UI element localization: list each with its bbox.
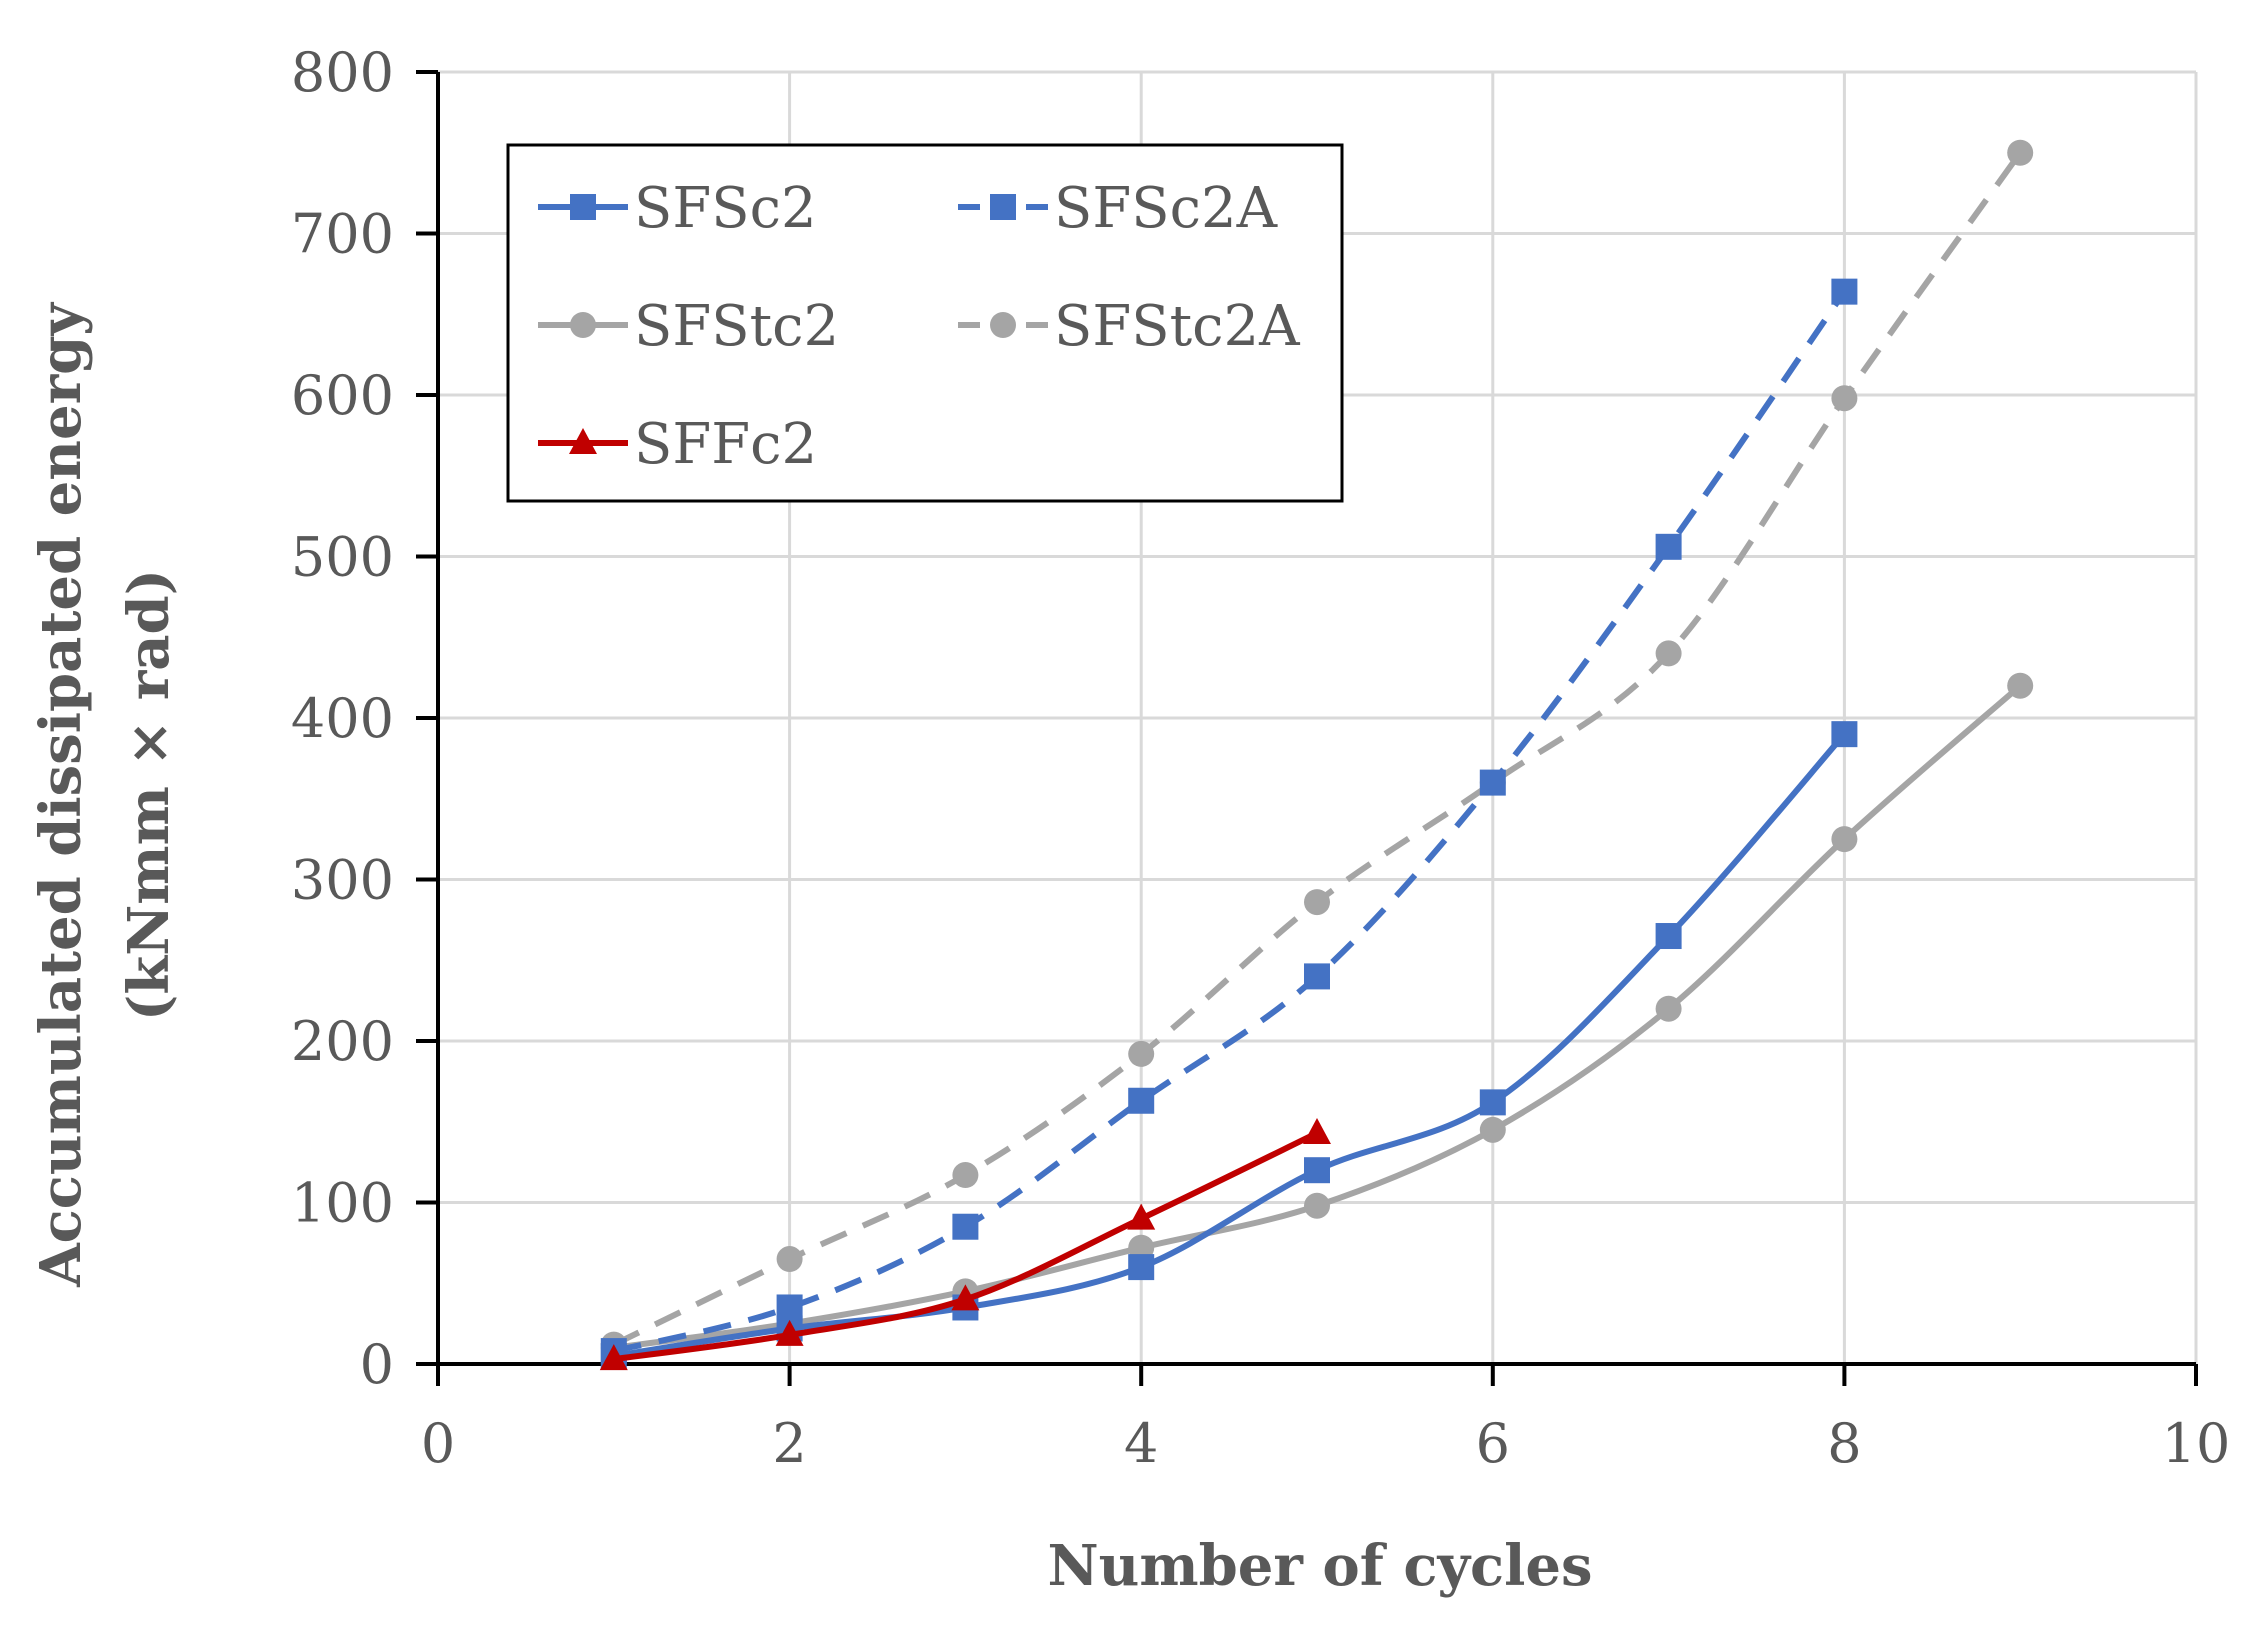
data-point-sfstc2 [1479,1116,1506,1143]
axes [416,70,2198,1386]
legend-entry-sffc2: SFFc2 [538,412,817,477]
series-line-sfstc2a [612,151,2023,1348]
data-point-sfsc2a [1304,963,1330,990]
series-lines [599,139,2034,1371]
tick-labels: 0 100 200 300 400 500 600 700 800 0 2 4 6 8 10 [291,41,2230,1475]
y-tick-label: 0 [360,1333,394,1396]
data-point-sfsc2 [1479,1089,1506,1116]
data-point-sffc2 [951,1284,980,1311]
y-tick-label: 100 [291,1172,394,1235]
y-tick-label: 300 [291,849,394,912]
legend: SFSc2 SFSc2A SFStc2 SFStc2A SFFc2 [506,143,1344,503]
series-line-sfsc2a [613,289,1847,1354]
y-tick-label: 800 [291,41,394,104]
data-point-sfstc2a [776,1246,803,1273]
series-line-sfstc2 [613,683,2023,1351]
data-point-sfsc2 [1831,721,1858,748]
x-tick-label: 0 [421,1412,455,1475]
data-point-sfstc2a [2007,139,2034,166]
x-tick-label: 2 [772,1412,806,1475]
data-point-sfsc2a [952,1213,979,1240]
data-point-sfsc2 [1128,1254,1155,1281]
x-tick-label: 10 [2162,1412,2231,1475]
x-axis-title: Number of cycles [1047,1533,1592,1599]
data-point-sfsc2 [1655,923,1682,950]
data-point-sfstc2 [1655,995,1682,1022]
y-tick-label: 500 [291,526,394,589]
data-point-sfsc2a [1655,533,1682,560]
series-sffc2 [599,1118,1331,1371]
data-point-sfstc2 [1304,1192,1330,1219]
data-point-sfsc2a [1479,769,1506,796]
data-point-sfstc2a [1128,1040,1155,1067]
y-tick-label: 700 [291,203,394,266]
legend-marker-sfsc2a [990,194,1016,220]
data-point-sfsc2a [1128,1087,1155,1114]
legend-label-sfsc2a: SFSc2A [1054,176,1278,241]
legend-marker-sffc2 [569,428,597,454]
y-axis-title-line-2: (kNmm × rad) [116,569,182,1021]
y-axis-title: Accumulated dissipated energy (kNmm × ra… [28,302,182,1288]
legend-label-sfstc2: SFStc2 [634,294,839,359]
data-point-sffc2 [775,1319,804,1346]
data-point-sfsc2a [1831,278,1858,305]
data-point-sffc2 [1303,1118,1331,1145]
legend-marker-sfstc2a [990,312,1016,338]
legend-label-sfstc2a: SFStc2A [1054,294,1300,359]
legend-label-sffc2: SFFc2 [634,412,817,477]
data-point-sfstc2a [1831,385,1858,412]
data-point-sffc2 [599,1344,628,1371]
x-tick-label: 8 [1827,1412,1861,1475]
data-point-sfstc2a [952,1162,979,1189]
y-axis-title-line-1: Accumulated dissipated energy [28,302,94,1288]
data-point-sffc2 [1127,1203,1156,1230]
data-point-sfstc2 [2007,672,2034,699]
data-point-sfstc2a [1304,889,1330,916]
data-point-sfstc2 [1831,826,1858,853]
y-tick-label: 600 [291,364,394,427]
legend-box [506,143,1344,503]
series-sfstc2 [600,672,2034,1361]
legend-marker-sfsc2 [570,194,596,220]
x-tick-label: 6 [1476,1412,1510,1475]
legend-entry-sfstc2: SFStc2 [538,294,839,359]
y-tick-label: 400 [291,687,394,750]
legend-entry-sfstc2a: SFStc2A [958,294,1300,359]
x-tick-label: 4 [1124,1412,1158,1475]
legend-marker-sfstc2 [570,312,596,338]
legend-entry-sfsc2: SFSc2 [538,176,817,241]
data-point-sfsc2 [1304,1157,1330,1184]
legend-entry-sfsc2a: SFSc2A [958,176,1278,241]
y-tick-label: 200 [291,1010,394,1073]
legend-label-sfsc2: SFSc2 [634,176,817,241]
data-point-sfstc2a [1655,640,1682,667]
